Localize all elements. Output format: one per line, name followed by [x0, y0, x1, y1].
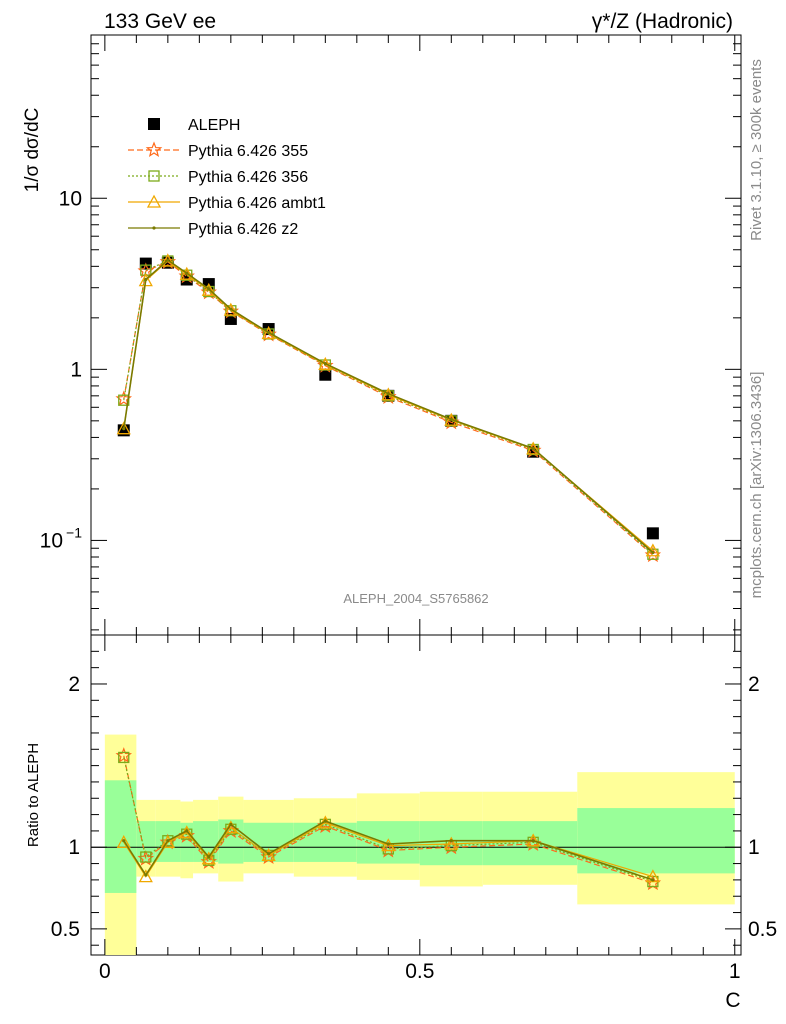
- series-layer: [115, 253, 662, 891]
- main-y-tick-label: 1: [70, 358, 82, 381]
- data-point-z2: [449, 417, 453, 421]
- main-y-tick-label-exponent: −1: [66, 524, 82, 540]
- legend-label-data: ALEPH: [188, 117, 240, 134]
- series-line-p356: [123, 260, 654, 555]
- data-point-z2: [207, 287, 211, 291]
- data-point-ambt1: [526, 441, 541, 455]
- data-point-z2: [531, 839, 535, 843]
- series-line-ambt1: [123, 260, 654, 552]
- series-line-z2: [123, 259, 654, 554]
- data-point-data: [646, 527, 659, 540]
- rivet-side-label: Rivet 3.1.10, ≥ 300k events: [748, 59, 765, 241]
- data-point-p356: [527, 443, 539, 456]
- data-point-z2: [323, 362, 327, 366]
- data-point-z2: [166, 839, 170, 843]
- ratio-y-tick-label-left: 1: [68, 836, 80, 859]
- x-axis-label: C: [725, 989, 740, 1012]
- band-inner-bin: [104, 780, 137, 893]
- data-point-z2: [651, 550, 655, 555]
- ratio-uncertainty-bands: [104, 734, 735, 955]
- legend-marker-ambt1: [146, 194, 162, 208]
- data-point-p356: [203, 285, 215, 298]
- data-point-p356: [181, 269, 193, 281]
- data-point-z2: [267, 330, 271, 335]
- data-point-z2: [229, 822, 233, 826]
- series-line-p355: [123, 261, 654, 556]
- data-point-ambt1: [160, 834, 175, 848]
- ratio-y-tick-label-right: 0.5: [748, 918, 777, 941]
- data-point-ambt1: [261, 848, 276, 862]
- data-point-ambt1: [444, 836, 459, 850]
- data-point-ambt1: [116, 421, 131, 435]
- series-line-ambt1: [123, 822, 654, 878]
- data-point-ambt1: [201, 282, 216, 296]
- ratio-panel-frame: [90, 634, 742, 956]
- data-point-p356: [118, 751, 130, 764]
- data-point-z2: [267, 852, 271, 856]
- legend-marker-p356: [148, 170, 160, 182]
- ratio-y-tick-label-right: 2: [748, 673, 760, 696]
- band-inner-bin: [218, 819, 244, 864]
- data-point-z2: [185, 271, 189, 275]
- data-point-ambt1: [201, 851, 216, 865]
- data-point-z2: [185, 829, 189, 833]
- main-y-tick-label: 10: [40, 529, 63, 552]
- data-point-p356: [140, 851, 152, 863]
- data-point-ambt1: [318, 356, 333, 370]
- ratio-y-tick-label-right: 1: [748, 836, 760, 859]
- analysis-id-label: ALEPH_2004_S5765862: [343, 591, 488, 606]
- data-point-ambt1: [381, 838, 396, 852]
- header-right-label: γ*/Z (Hadronic): [592, 10, 733, 33]
- data-point-z2: [531, 446, 535, 451]
- data-point-ambt1: [116, 834, 131, 848]
- legend-label-z2: Pythia 6.426 z2: [188, 221, 298, 238]
- band-inner-bin: [482, 821, 578, 866]
- x-tick-label: 1: [729, 960, 741, 983]
- data-point-ambt1: [261, 326, 276, 340]
- data-point-data: [319, 368, 332, 381]
- data-point-z2: [207, 855, 211, 859]
- x-tick-label: 0.5: [405, 960, 434, 983]
- legend-marker-data: [148, 118, 160, 130]
- data-point-ambt1: [645, 869, 660, 883]
- data-point-ambt1: [444, 412, 459, 426]
- data-point-z2: [229, 307, 233, 311]
- legend-marker-p355: [145, 141, 163, 158]
- data-point-ambt1: [138, 273, 153, 287]
- mcplots-side-label: mcplots.cern.ch [arXiv:1306.3436]: [748, 372, 765, 599]
- data-point-z2: [166, 258, 170, 262]
- data-point-z2: [122, 839, 126, 843]
- data-point-ambt1: [160, 253, 175, 267]
- data-point-z2: [122, 427, 126, 431]
- legend-marker-z2: [152, 226, 156, 230]
- ratio-y-tick-label-left: 0.5: [51, 918, 80, 941]
- ratio-y-tick-label-left: 2: [68, 673, 80, 696]
- data-point-ambt1: [223, 302, 238, 316]
- data-point-z2: [386, 392, 390, 396]
- series-line-z2: [123, 820, 654, 881]
- legend-label-ambt1: Pythia 6.426 ambt1: [188, 195, 326, 212]
- x-tick-label: 0: [99, 960, 111, 983]
- data-point-z2: [323, 819, 327, 823]
- data-point-z2: [651, 878, 655, 882]
- legend: ALEPH Pythia 6.426 355 Pythia 6.426 356 Pyt…: [128, 117, 326, 238]
- ratio-y-axis-label: Ratio to ALEPH: [25, 743, 42, 847]
- data-point-z2: [144, 873, 148, 877]
- data-point-p356: [225, 305, 237, 317]
- data-point-z2: [449, 839, 453, 843]
- data-point-z2: [144, 277, 148, 282]
- data-point-ambt1: [138, 869, 153, 883]
- legend-label-p356: Pythia 6.426 356: [188, 169, 308, 186]
- data-point-ambt1: [179, 266, 194, 280]
- main-y-axis-label: 1/σ dσ/dC: [22, 108, 43, 193]
- legend-label-p355: Pythia 6.426 355: [188, 143, 308, 160]
- data-point-p356: [203, 854, 215, 866]
- main-y-tick-label: 10: [59, 187, 82, 210]
- data-point-p356: [319, 359, 331, 371]
- data-point-z2: [386, 842, 390, 846]
- header-left-label: 133 GeV ee: [104, 10, 216, 33]
- band-inner-bin: [577, 808, 735, 874]
